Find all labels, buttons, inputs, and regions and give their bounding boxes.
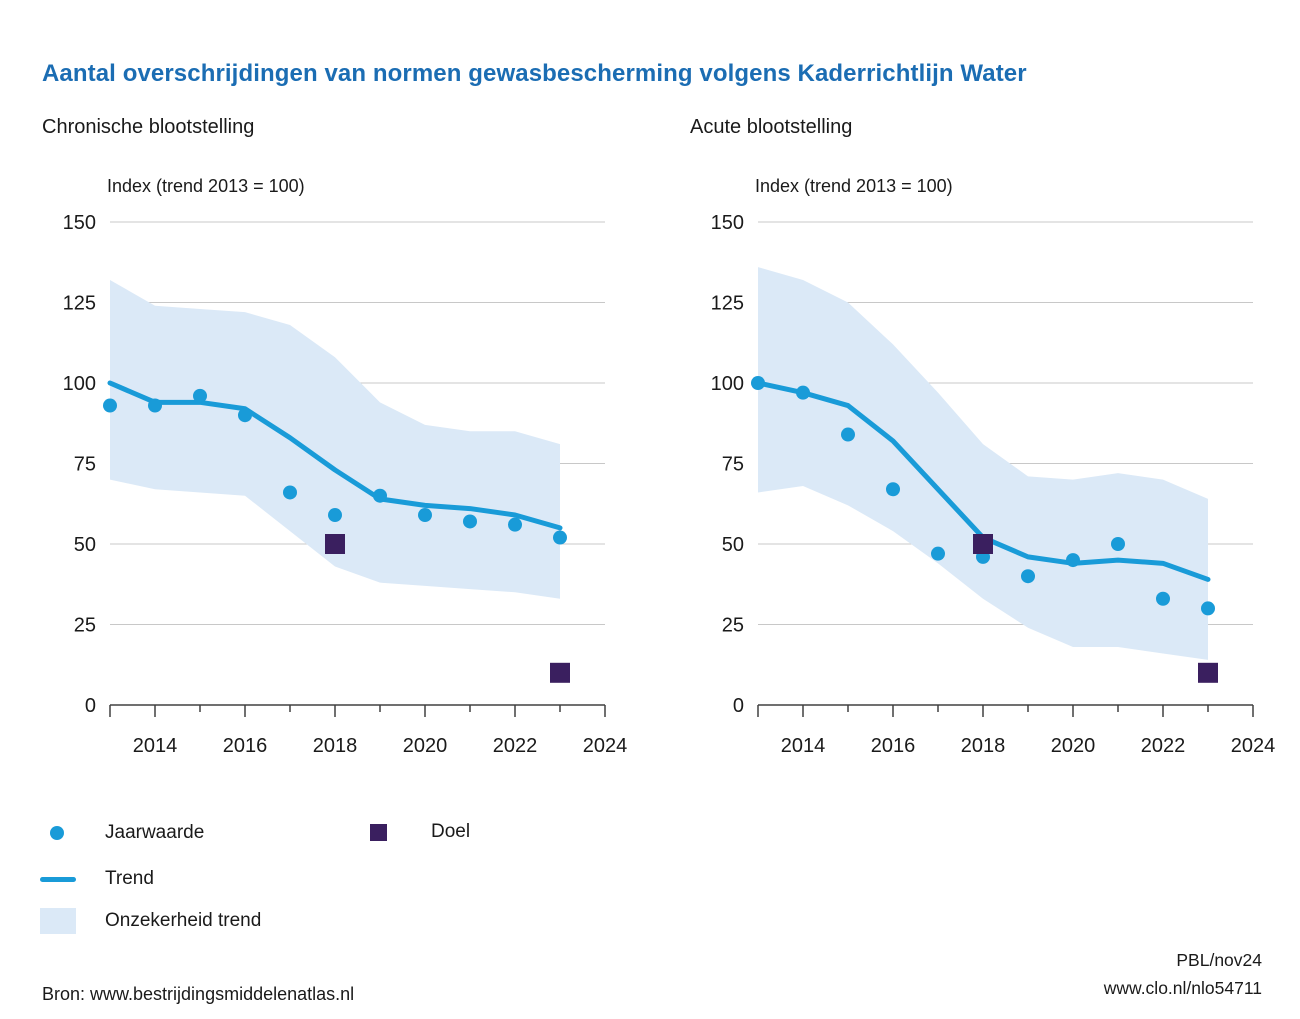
x-tick-label: 2022	[1141, 735, 1186, 757]
chart-chronische-blootstelling: Index (trend 2013 = 100) 0 25 50 75 100 125 150…	[20, 152, 660, 777]
y-tick-label: 125	[63, 293, 96, 315]
x-tick-label: 2018	[313, 735, 358, 757]
x-tick-label: 2014	[781, 735, 826, 757]
jaarwaarde-dot-icon	[50, 826, 64, 840]
x-tick-label: 2022	[493, 735, 538, 757]
uncertainty-area-icon	[40, 908, 76, 934]
y-tick-label: 125	[711, 293, 744, 315]
jaarwaarde-dot	[103, 398, 117, 413]
jaarwaarde-dot	[463, 514, 477, 529]
jaarwaarde-dot	[751, 376, 765, 390]
jaarwaarde-dot	[841, 427, 855, 442]
x-tick-label: 2016	[871, 735, 916, 757]
y-tick-label: 50	[74, 534, 96, 556]
jaarwaarde-dot	[796, 385, 810, 400]
y-tick-label: 0	[85, 695, 96, 717]
x-tick-label: 2018	[961, 735, 1006, 757]
jaarwaarde-dot	[886, 482, 900, 497]
chart-subtitle-acuut: Acute blootstelling	[690, 116, 853, 138]
jaarwaarde-dot	[328, 508, 342, 523]
y-tick-label: 100	[711, 373, 744, 395]
y-axis-title: Index (trend 2013 = 100)	[107, 176, 305, 196]
jaarwaarde-dot	[373, 488, 387, 503]
trend-line	[107, 380, 563, 531]
y-tick-label: 100	[63, 373, 96, 395]
chart-canvas: Index (trend 2013 = 100) 0 25 50 75 100 125 150…	[63, 176, 628, 757]
x-tick-label: 2020	[1051, 735, 1096, 757]
credit-text: PBL/nov24	[1176, 950, 1262, 970]
doel-square-icon	[370, 823, 387, 841]
x-tick-label: 2024	[583, 735, 628, 757]
chart-acute-blootstelling: Index (trend 2013 = 100) 0 25 50 75 100 125 150…	[668, 152, 1300, 777]
doel-square	[1198, 662, 1218, 683]
jaarwaarde-dot	[553, 530, 567, 545]
legend-item-jaarwaarde: Jaarwaarde	[50, 821, 204, 845]
doel-square	[325, 534, 345, 554]
legend-item-doel: Doel	[370, 820, 470, 844]
x-tick-label: 2014	[133, 735, 178, 757]
legend-label: Onzekerheid trend	[105, 910, 262, 931]
legend-label: Jaarwaarde	[105, 822, 205, 843]
legend-item-onzekerheid: Onzekerheid trend	[40, 906, 261, 936]
y-tick-label: 150	[711, 212, 744, 234]
doel-square	[973, 534, 993, 554]
x-tick-label: 2024	[1231, 735, 1276, 757]
uncertainty-band	[110, 279, 560, 599]
legend-label: Trend	[105, 868, 154, 889]
y-tick-label: 75	[722, 454, 744, 476]
jaarwaarde-dot	[1066, 553, 1080, 568]
jaarwaarde-dot	[1201, 601, 1215, 616]
jaarwaarde-dot	[148, 398, 162, 413]
chart-canvas: Index (trend 2013 = 100) 0 25 50 75 100 125 150…	[711, 176, 1276, 757]
credit-url: www.clo.nl/nlo54711	[1103, 978, 1262, 998]
jaarwaarde-dot	[1156, 591, 1170, 606]
y-tick-label: 75	[74, 454, 96, 476]
trend-line-icon	[40, 876, 76, 882]
jaarwaarde-dot	[1111, 537, 1125, 551]
y-tick-label: 0	[733, 695, 744, 717]
jaarwaarde-dot	[931, 546, 945, 561]
x-tick-label: 2016	[223, 735, 268, 757]
y-tick-label: 150	[63, 212, 96, 234]
doel-square	[550, 662, 570, 683]
y-tick-label: 25	[74, 615, 96, 637]
jaarwaarde-dot	[193, 388, 207, 403]
chart-subtitle-chronisch: Chronische blootstelling	[42, 116, 255, 138]
credit-block: PBL/nov24 www.clo.nl/nlo54711	[1104, 946, 1262, 1002]
x-tick-label: 2020	[403, 735, 448, 757]
jaarwaarde-dot	[418, 508, 432, 523]
jaarwaarde-dot	[238, 408, 252, 423]
source-text: Bron: www.bestrijdingsmiddelenatlas.nl	[42, 984, 355, 1004]
jaarwaarde-dot	[1021, 569, 1035, 584]
jaarwaarde-dot	[508, 517, 522, 532]
y-tick-label: 50	[722, 534, 744, 556]
legend-label: Doel	[431, 821, 471, 842]
y-tick-label: 25	[722, 615, 744, 637]
y-axis-title: Index (trend 2013 = 100)	[755, 176, 953, 196]
page-title: Aantal overschrijdingen van normen gewas…	[42, 60, 1027, 87]
jaarwaarde-dot	[283, 485, 297, 500]
legend-item-trend: Trend	[40, 867, 154, 891]
